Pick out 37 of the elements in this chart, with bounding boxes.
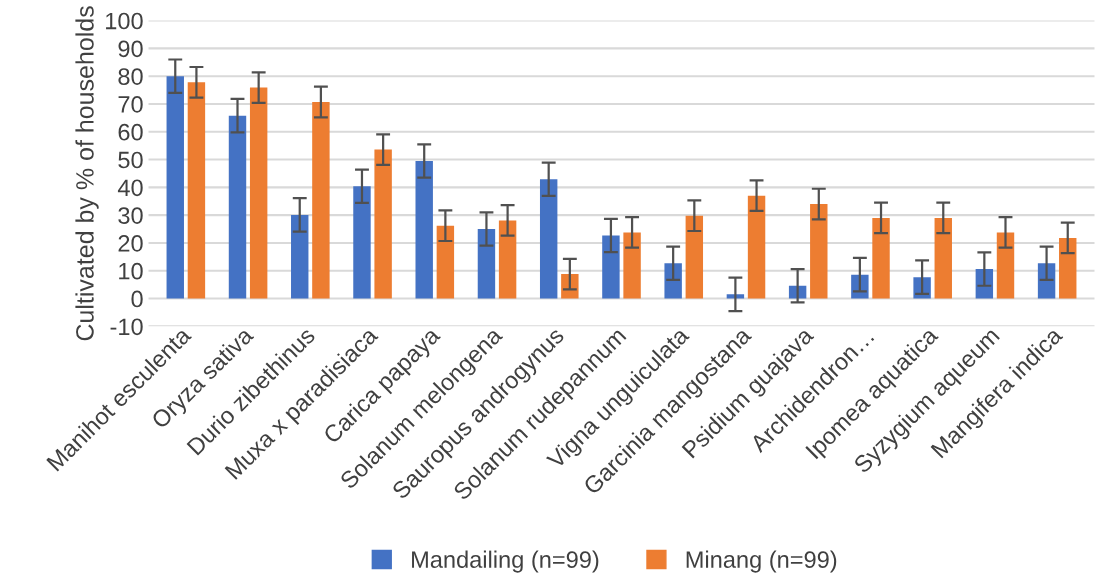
bar — [623, 232, 641, 299]
bar — [166, 76, 184, 299]
y-axis-title: Cultivated by % of households — [75, 6, 99, 341]
y-tick-label: 0 — [131, 290, 143, 308]
bar — [312, 102, 330, 299]
bar — [872, 217, 890, 299]
y-tick-label: 100 — [106, 12, 143, 30]
bar — [498, 220, 517, 299]
bar — [685, 215, 704, 299]
bar — [291, 214, 309, 299]
bar — [187, 82, 206, 299]
y-tick-label: 80 — [118, 68, 143, 85]
bar — [249, 87, 268, 299]
bar — [1059, 237, 1077, 299]
bar — [436, 225, 455, 299]
y-tick-label: 50 — [118, 151, 143, 169]
bar — [415, 160, 433, 299]
bar — [539, 179, 558, 299]
legend-label: Mandailing (n=99) — [412, 550, 599, 573]
y-tick-label: 70 — [118, 96, 143, 113]
bar — [996, 232, 1015, 299]
y-tick-label: 20 — [118, 235, 143, 252]
bar — [477, 229, 496, 299]
y-tick-label: 90 — [118, 40, 143, 58]
bar — [602, 235, 620, 299]
bar — [228, 115, 247, 299]
y-tick-label: 30 — [118, 207, 143, 224]
legend-label: Minang (n=99) — [686, 550, 837, 573]
bar — [810, 204, 828, 299]
y-tick-label: 60 — [118, 123, 143, 141]
bar — [664, 263, 682, 299]
bar — [374, 149, 392, 299]
bar — [353, 186, 371, 299]
bar — [747, 195, 766, 299]
y-tick-label: 10 — [119, 262, 143, 280]
bar — [934, 217, 952, 299]
y-tick-label: 40 — [117, 179, 143, 197]
